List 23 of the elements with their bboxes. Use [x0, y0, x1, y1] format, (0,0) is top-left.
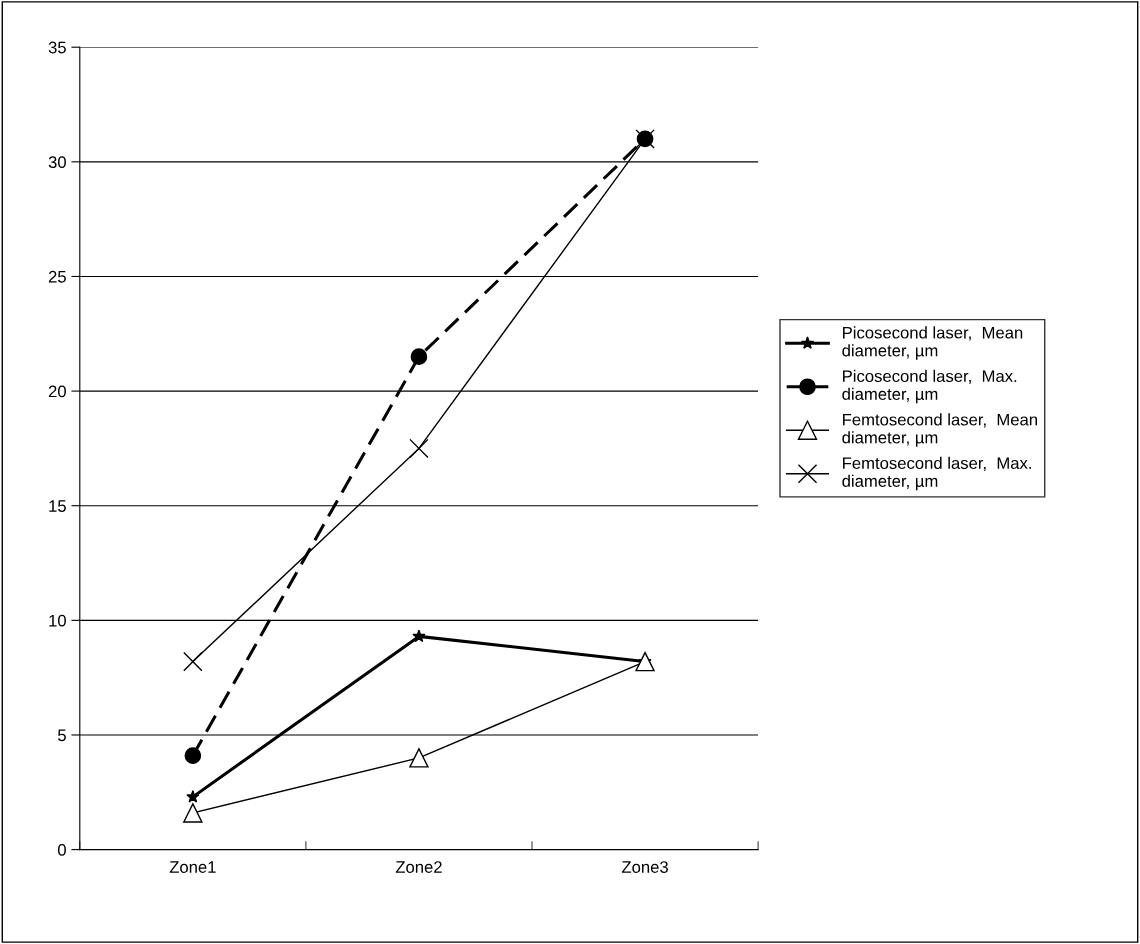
- x-tick-label: Zone1: [169, 861, 216, 873]
- x-tick-label: Zone3: [621, 861, 668, 873]
- y-tick-label: 20: [48, 385, 66, 398]
- y-tick-label: 30: [48, 156, 66, 169]
- point: [186, 789, 200, 803]
- point: [183, 803, 203, 823]
- point: [184, 747, 202, 764]
- point: [410, 348, 428, 366]
- y-tick-label: 25: [48, 270, 66, 283]
- legend-label: Picosecond laser, Max. diameter, µm: [842, 369, 1017, 404]
- point: [412, 629, 426, 643]
- y-tick-label: 35: [48, 41, 66, 54]
- point: [183, 651, 203, 672]
- y-tick-label: 10: [49, 614, 66, 627]
- y-tick-label: 0: [57, 844, 66, 856]
- point: [409, 748, 429, 768]
- point: [409, 438, 429, 459]
- legend-label: Picosecond laser, Mean diameter, µm: [842, 326, 1023, 360]
- legend-label: Femtosecond laser, Max. diameter, µm: [842, 456, 1031, 491]
- legend-label: Femtosecond laser, Mean diameter, µm: [842, 413, 1037, 447]
- x-tick-label: Zone2: [395, 861, 442, 873]
- y-tick-label: 15: [49, 500, 66, 512]
- y-tick-label: 5: [58, 729, 66, 742]
